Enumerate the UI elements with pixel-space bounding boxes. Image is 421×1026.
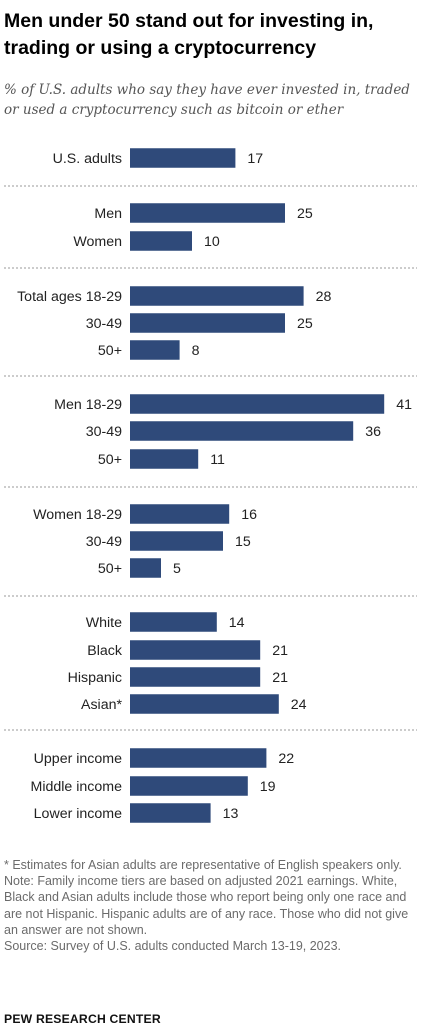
data-label: 15 <box>235 534 251 550</box>
data-label: 25 <box>297 206 313 222</box>
chart-title: Men under 50 stand out for investing in,… <box>4 10 374 59</box>
row-label: U.S. adults <box>53 151 122 167</box>
data-label: 21 <box>272 643 288 659</box>
bar <box>130 449 199 469</box>
row-label: 30-49 <box>86 534 122 550</box>
data-label: 25 <box>297 316 313 332</box>
data-label: 41 <box>396 397 412 413</box>
row-label: 50+ <box>98 452 122 468</box>
data-label: 19 <box>260 779 276 795</box>
bar <box>130 231 192 251</box>
bar <box>130 612 217 632</box>
data-label: 5 <box>173 561 181 577</box>
bar <box>130 148 236 168</box>
row-label: 50+ <box>98 561 122 577</box>
row-label: Hispanic <box>68 670 122 686</box>
bar <box>130 667 261 687</box>
source-text: Source: Survey of U.S. adults conducted … <box>4 939 341 954</box>
bar <box>130 203 285 223</box>
bar-chart: U.S. adults 17 Men 25 Women 10 Total ages 18-2… <box>4 148 417 823</box>
row-label: Men <box>94 206 122 222</box>
bar <box>130 504 230 524</box>
bar <box>130 803 211 823</box>
row-label: 50+ <box>98 343 122 359</box>
row-label: White <box>86 615 122 631</box>
row-label: Total ages 18-29 <box>17 289 122 305</box>
bar <box>130 394 385 414</box>
data-label: 17 <box>247 151 263 167</box>
bar <box>130 640 261 660</box>
data-label: 8 <box>192 343 200 359</box>
note-text: Note: Family income tiers are based on a… <box>4 874 409 937</box>
row-label: Women 18-29 <box>33 507 122 523</box>
row-label: Black <box>87 643 123 659</box>
bar <box>130 286 304 306</box>
row-label: 30-49 <box>86 424 122 440</box>
data-label: 10 <box>204 234 220 250</box>
row-label: Upper income <box>34 751 122 767</box>
notes: * Estimates for Asian adults are represe… <box>4 857 419 954</box>
row-label: Lower income <box>34 806 122 822</box>
data-label: 36 <box>365 424 381 440</box>
data-label: 13 <box>223 806 239 822</box>
row-label: Middle income <box>31 779 123 795</box>
row-label: Men 18-29 <box>54 397 122 413</box>
data-label: 16 <box>241 507 257 523</box>
bar <box>130 340 180 360</box>
row-label: Asian* <box>81 697 122 713</box>
data-label: 11 <box>210 452 225 468</box>
bar <box>130 694 279 714</box>
bar <box>130 558 161 578</box>
row-label: Women <box>73 234 122 250</box>
bar <box>130 776 248 796</box>
bar <box>130 313 285 333</box>
chart-subtitle: % of U.S. adults who say they have ever … <box>4 82 410 118</box>
footnote-asian: * Estimates for Asian adults are represe… <box>4 858 402 872</box>
bar <box>130 748 267 768</box>
data-label: 14 <box>229 615 245 631</box>
data-label: 28 <box>316 289 332 305</box>
data-label: 21 <box>272 670 288 686</box>
bar <box>130 531 223 551</box>
data-label: 22 <box>278 751 294 767</box>
data-label: 24 <box>291 697 307 713</box>
row-label: 30-49 <box>86 316 122 332</box>
bar <box>130 421 354 441</box>
brand-footer: PEW RESEARCH CENTER <box>4 1012 161 1026</box>
